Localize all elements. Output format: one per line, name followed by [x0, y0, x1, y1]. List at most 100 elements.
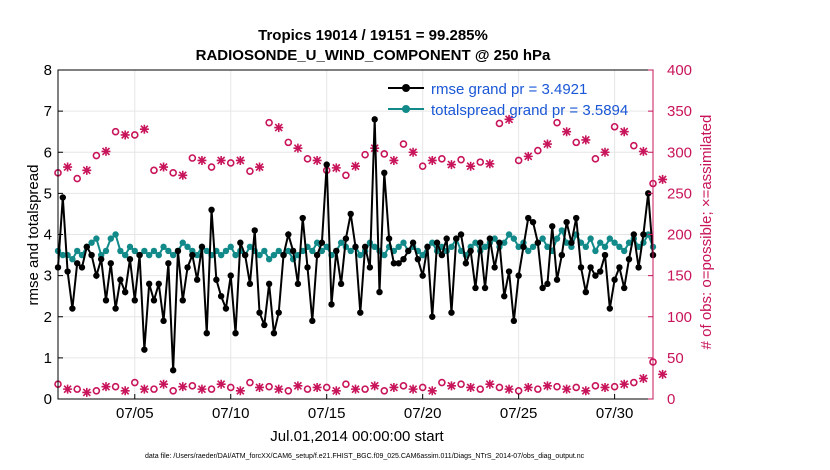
obs-possible-point [380, 386, 389, 395]
obs-assimilated-point [293, 381, 303, 391]
rmse-point [424, 243, 431, 251]
rmse-point [121, 288, 129, 296]
rmse-point [640, 231, 647, 238]
rmse-point [505, 268, 513, 275]
rmse-point [328, 301, 335, 308]
totalspread-point [501, 239, 508, 246]
totalspread-point [347, 247, 354, 255]
legend-spread-marker [402, 105, 410, 113]
rmse-point [573, 214, 580, 222]
y-axis-right-label: # of obs: o=possible; ×=assimilated [698, 115, 715, 350]
rmse-point [232, 330, 239, 337]
totalspread-point [184, 243, 191, 251]
rmse-point [582, 288, 590, 296]
obs-possible-point [610, 382, 619, 391]
obs-possible-point [572, 138, 581, 147]
obs-assimilated-point [159, 379, 169, 389]
obs-assimilated-point [255, 162, 265, 172]
obs-assimilated-point [600, 382, 610, 392]
series-layer [54, 116, 657, 374]
rmse-point [515, 272, 522, 279]
obs-assimilated-point [101, 382, 111, 392]
y-right-tick-label: 200 [667, 227, 692, 244]
obs-possible-point [361, 385, 369, 393]
totalspread-point [121, 251, 129, 259]
obs-possible-point [130, 131, 139, 139]
obs-possible-point [418, 383, 427, 392]
rmse-point [155, 280, 162, 288]
totalspread-point [597, 239, 604, 246]
rmse-point [323, 161, 330, 168]
obs-assimilated-point [638, 146, 648, 156]
obs-assimilated-point [466, 382, 476, 392]
totalspread-point [102, 247, 110, 255]
rmse-point [357, 309, 364, 316]
obs-assimilated-point [658, 174, 668, 184]
obs-possible-point [514, 386, 523, 395]
rmse-point [405, 247, 412, 255]
y-tick-label: 8 [44, 62, 52, 79]
rmse-point [553, 276, 561, 283]
totalspread-point [222, 247, 230, 255]
totalspread-point [544, 243, 551, 251]
legend-spread-label: totalspread grand pr = 3.5894 [431, 102, 628, 119]
obs-possible-point [380, 150, 389, 158]
totalspread-point [337, 239, 345, 246]
rmse-point [309, 317, 316, 325]
obs-assimilated-point [197, 384, 207, 394]
obs-possible-point [553, 382, 561, 391]
rmse-point [457, 231, 465, 238]
obs-assimilated-point [293, 143, 303, 153]
rmse-point [376, 288, 383, 296]
rmse-point [275, 309, 282, 316]
rmse-point [165, 260, 172, 267]
chart-subtitle: RADIOSONDE_U_WIND_COMPONENT @ 250 hPa [196, 47, 551, 64]
obs-possible-point [591, 155, 600, 163]
rmse-point [160, 317, 167, 325]
rmse-point [97, 255, 105, 263]
totalspread-point [217, 251, 225, 259]
rmse-point [477, 239, 484, 246]
obs-assimilated-point [351, 161, 360, 171]
totalspread-point [285, 247, 292, 255]
obs-assimilated-point [370, 381, 380, 391]
obs-assimilated-point [485, 159, 495, 169]
totalspread-point [145, 251, 153, 259]
rmse-point [472, 284, 479, 292]
obs-assimilated-point [542, 139, 552, 149]
grid [58, 70, 653, 399]
obs-possible-point [591, 382, 600, 390]
rmse-point [93, 272, 100, 279]
y-right-tick-label: 150 [667, 268, 692, 285]
rmse-point [251, 227, 258, 234]
totalspread-point [160, 243, 167, 251]
rmse-point [534, 239, 542, 246]
obs-assimilated-point [389, 382, 399, 392]
obs-layer [54, 114, 668, 397]
rmse-point [597, 268, 604, 275]
totalspread-point [169, 251, 177, 259]
rmse-point [558, 251, 566, 259]
obs-possible-point [92, 151, 101, 160]
x-axis-label: Jul.01,2014 00:00:00 start [270, 428, 444, 445]
rmse-point [592, 272, 599, 279]
y-tick-label: 5 [44, 185, 52, 202]
totalspread-point [313, 239, 321, 246]
totalspread-point [357, 251, 364, 259]
obs-assimilated-point [619, 379, 629, 389]
x-tick-label: 07/15 [308, 405, 346, 422]
rmse-point [64, 268, 71, 275]
obs-assimilated-point [542, 381, 552, 391]
obs-assimilated-point [658, 369, 668, 379]
obs-assimilated-point [562, 384, 572, 394]
obs-assimilated-point [581, 135, 591, 145]
obs-possible-point [188, 154, 197, 162]
obs-possible-point [361, 150, 369, 159]
totalspread-point [131, 247, 138, 255]
obs-possible-point [265, 382, 273, 391]
obs-possible-point [495, 383, 504, 392]
legend-rmse-label: rmse grand pr = 3.4921 [431, 81, 587, 98]
rmse-point [630, 231, 638, 238]
rmse-point [203, 330, 210, 337]
totalspread-point [88, 239, 95, 246]
